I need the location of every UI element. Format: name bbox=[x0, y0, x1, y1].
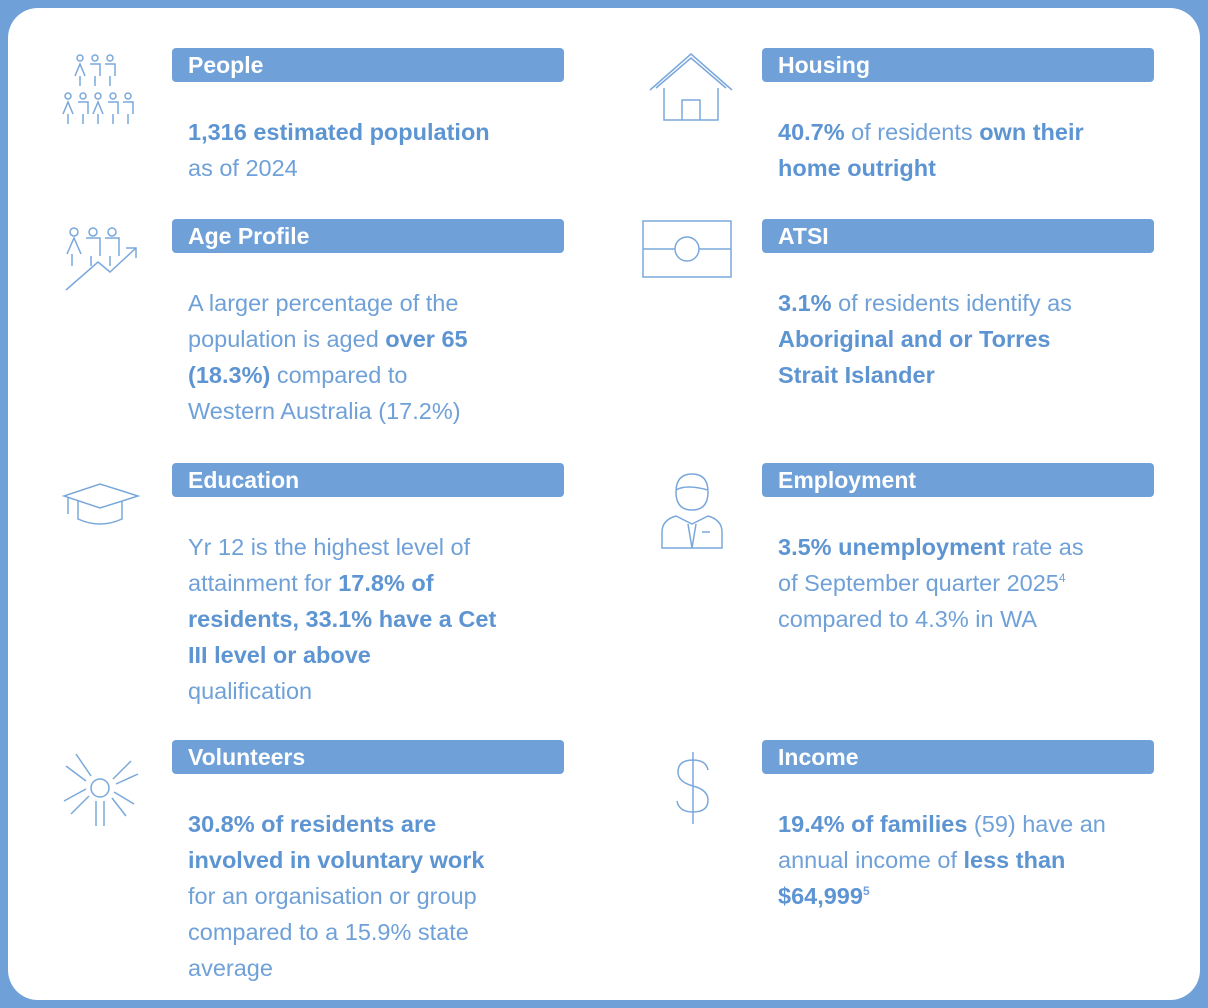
volunteers-icon bbox=[63, 753, 139, 826]
text-line: compared to 4.3% in WA bbox=[778, 601, 1084, 637]
section-body: Yr 12 is the highest level of attainment … bbox=[188, 529, 496, 709]
section-header: Age Profile bbox=[172, 219, 564, 253]
text-line: for an organisation or group bbox=[188, 878, 484, 914]
house-icon bbox=[649, 53, 733, 121]
section-body: A larger percentage of the population is … bbox=[188, 285, 468, 429]
text-line: home outright bbox=[778, 150, 1084, 186]
text-line: qualification bbox=[188, 673, 496, 709]
text: of residents identify as bbox=[831, 290, 1072, 316]
text: compared to 4.3% in WA bbox=[778, 606, 1038, 632]
text-line: 19.4% of families (59) have an bbox=[778, 806, 1106, 842]
text: for an organisation or group bbox=[188, 883, 477, 909]
section-body: 3.1% of residents identify as Aboriginal … bbox=[778, 285, 1072, 393]
text-line: population is aged over 65 bbox=[188, 321, 468, 357]
text: Yr 12 is the highest level of bbox=[188, 534, 471, 560]
bold-text: 30.8% of residents are bbox=[188, 811, 437, 837]
section-body: 1,316 estimated population as of 2024 bbox=[188, 114, 490, 186]
text-line: annual income of less than bbox=[778, 842, 1106, 878]
bold-text: 3.1% bbox=[778, 290, 832, 316]
text: qualification bbox=[188, 678, 313, 704]
bold-text: over 65 bbox=[385, 326, 468, 352]
bold-text: own their bbox=[979, 119, 1084, 145]
text: average bbox=[188, 955, 273, 981]
text-line: compared to a 15.9% state bbox=[188, 914, 484, 950]
text-line: A larger percentage of the bbox=[188, 285, 468, 321]
education-icon bbox=[61, 483, 141, 525]
section-header: Housing bbox=[762, 48, 1154, 82]
employee-icon bbox=[661, 473, 723, 549]
footnote-ref: 4 bbox=[1058, 571, 1066, 585]
flag-icon bbox=[642, 220, 732, 278]
text-line: Yr 12 is the highest level of bbox=[188, 529, 496, 565]
text: of residents bbox=[844, 119, 980, 145]
bold-text: 1,316 estimated population bbox=[188, 119, 490, 145]
age-icon bbox=[65, 227, 137, 291]
section-body: 3.5% unemployment rate as of September qu… bbox=[778, 529, 1084, 637]
text-line: of September quarter 20254 bbox=[778, 565, 1084, 601]
text: rate as bbox=[1005, 534, 1084, 560]
text: Western Australia (17.2%) bbox=[188, 398, 461, 424]
section-header: ATSI bbox=[762, 219, 1154, 253]
bold-text: 19.4% of families bbox=[778, 811, 968, 837]
text-line: 3.1% of residents identify as bbox=[778, 285, 1072, 321]
text-line: Western Australia (17.2%) bbox=[188, 393, 468, 429]
text: (59) have an bbox=[967, 811, 1106, 837]
text: attainment for bbox=[188, 570, 339, 596]
section-body: 40.7% of residents own their home outrigh… bbox=[778, 114, 1084, 186]
people-icon bbox=[62, 54, 134, 124]
section-body: 30.8% of residents are involved in volunt… bbox=[188, 806, 484, 986]
section-header: Income bbox=[762, 740, 1154, 774]
footnote-ref: 5 bbox=[862, 884, 870, 898]
section-body: 19.4% of families (59) have an annual inc… bbox=[778, 806, 1106, 914]
text-line: attainment for 17.8% of bbox=[188, 565, 496, 601]
bold-text: Aboriginal and or Torres bbox=[778, 326, 1051, 352]
bold-text: less than bbox=[963, 847, 1066, 873]
text-line: average bbox=[188, 950, 484, 986]
text-line: involved in voluntary work bbox=[188, 842, 484, 878]
text: as of 2024 bbox=[188, 155, 298, 181]
text-line: (18.3%) compared to bbox=[188, 357, 468, 393]
text: compared to bbox=[270, 362, 408, 388]
text-line: as of 2024 bbox=[188, 150, 490, 186]
text-line: Aboriginal and or Torres bbox=[778, 321, 1072, 357]
section-header: Employment bbox=[762, 463, 1154, 497]
dollar-icon bbox=[676, 752, 709, 824]
section-header: People bbox=[172, 48, 564, 82]
text-line: 40.7% of residents own their bbox=[778, 114, 1084, 150]
text-line: III level or above bbox=[188, 637, 496, 673]
bold-text: involved in voluntary work bbox=[188, 847, 485, 873]
text-line: 3.5% unemployment rate as bbox=[778, 529, 1084, 565]
bold-text: $64,999 bbox=[778, 883, 863, 909]
bold-text: 40.7% bbox=[778, 119, 845, 145]
text-line: $64,9995 bbox=[778, 878, 1106, 914]
section-header: Volunteers bbox=[172, 740, 564, 774]
text: annual income of bbox=[778, 847, 964, 873]
text: compared to a 15.9% state bbox=[188, 919, 469, 945]
text-line: Strait Islander bbox=[778, 357, 1072, 393]
bold-text: 3.5% unemployment bbox=[778, 534, 1006, 560]
text-line: 1,316 estimated population bbox=[188, 114, 490, 150]
section-header: Education bbox=[172, 463, 564, 497]
text: A larger percentage of the bbox=[188, 290, 459, 316]
text-line: 30.8% of residents are bbox=[188, 806, 484, 842]
text-line: residents, 33.1% have a Cet bbox=[188, 601, 496, 637]
bold-text: home outright bbox=[778, 155, 936, 181]
bold-text: (18.3%) bbox=[188, 362, 271, 388]
panel: People 1,316 estimated population as of 20… bbox=[8, 8, 1200, 1000]
text: population is aged bbox=[188, 326, 386, 352]
text: of September quarter 2025 bbox=[778, 570, 1059, 596]
bold-text: 17.8% of bbox=[338, 570, 434, 596]
bold-text: Strait Islander bbox=[778, 362, 935, 388]
bold-text: residents, 33.1% have a Cet bbox=[188, 606, 497, 632]
bold-text: III level or above bbox=[188, 642, 371, 668]
